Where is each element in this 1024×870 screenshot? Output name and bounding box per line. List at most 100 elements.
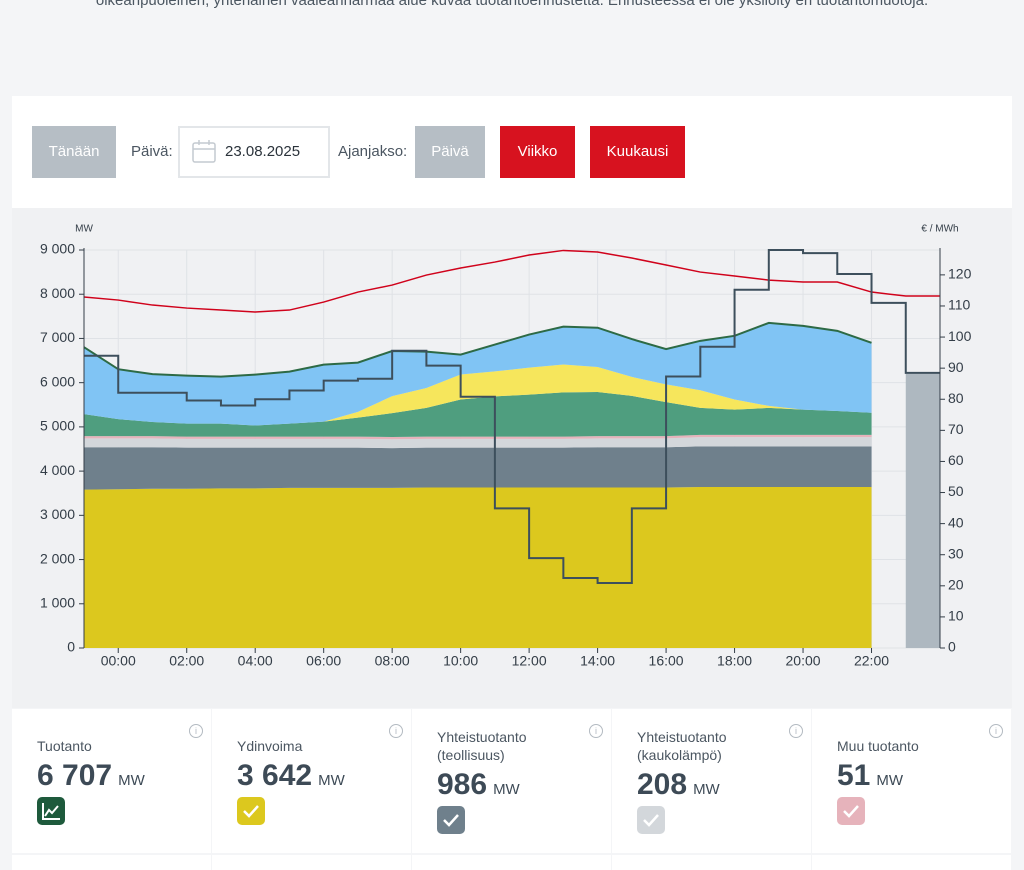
info-icon[interactable]: i: [389, 724, 403, 738]
period-button[interactable]: Viikko: [500, 126, 575, 178]
card-value: 986 MW: [437, 768, 611, 802]
stacked-area: [84, 446, 872, 490]
y2-tick-label: 40: [948, 514, 964, 530]
card-value: 6 707 MW: [37, 759, 211, 793]
card-value: 51 MW: [837, 759, 1011, 793]
period-label: Ajanjakso:: [338, 143, 408, 160]
card-icon[interactable]: [37, 797, 65, 825]
y2-axis-label: € / MWh: [921, 224, 958, 235]
x-tick-label: 20:00: [786, 653, 821, 669]
info-icon[interactable]: i: [589, 724, 603, 738]
card-stub: [212, 855, 411, 870]
x-tick-label: 04:00: [238, 653, 273, 669]
forecast-area: [905, 373, 940, 648]
x-tick-label: 02:00: [169, 653, 204, 669]
y2-tick-label: 60: [948, 452, 964, 468]
chart-icon: [42, 803, 60, 820]
period-button[interactable]: Kuukausi: [590, 126, 685, 178]
y-tick-label: 6 000: [40, 373, 75, 389]
card-icon[interactable]: [437, 806, 465, 834]
info-icon[interactable]: i: [789, 724, 803, 738]
x-tick-label: 10:00: [443, 653, 478, 669]
stat-card: i Tuotanto 6 707 MW: [12, 709, 211, 853]
card-title: Yhteistuotanto (teollisuus): [437, 729, 527, 763]
price-line: [84, 249, 940, 585]
y2-tick-label: 30: [948, 545, 964, 561]
card-value-number: 51: [837, 759, 871, 792]
y2-tick-label: 80: [948, 390, 964, 406]
card-value: 208 MW: [637, 768, 811, 802]
card-stub: [612, 855, 811, 870]
stat-card: i Ydinvoima 3 642 MW: [212, 709, 411, 853]
card-title: Tuotanto: [37, 738, 92, 754]
y-tick-label: 2 000: [40, 550, 75, 566]
y-tick-label: 1 000: [40, 594, 75, 610]
stat-card: i Muu tuotanto 51 MW: [812, 709, 1011, 853]
period-button[interactable]: Päivä: [415, 126, 485, 178]
stacked-area: [84, 364, 872, 426]
card-value-number: 986: [437, 768, 488, 801]
y2-tick-label: 120: [948, 266, 972, 282]
controls-panel: Tänään Päivä: 23.08.2025 Ajanjakso: Päiv…: [12, 96, 1012, 208]
y2-tick-label: 90: [948, 359, 964, 375]
y-tick-label: 4 000: [40, 462, 75, 478]
stacked-area: [84, 434, 872, 440]
card-stub: [12, 855, 211, 870]
date-value: 23.08.2025: [225, 143, 301, 160]
y2-tick-label: 20: [948, 577, 964, 593]
intro-text: oikeanpuoleinen, yhtenäinen vaaleanharma…: [95, 0, 929, 9]
y2-tick-label: 10: [948, 608, 964, 624]
y2-tick-label: 70: [948, 421, 964, 437]
x-tick-label: 14:00: [580, 653, 615, 669]
y-axis-label: MW: [75, 224, 93, 235]
y2-tick-label: 100: [948, 328, 972, 344]
consumption-line: [83, 249, 940, 313]
card-icon[interactable]: [837, 797, 865, 825]
y-tick-label: 3 000: [40, 506, 75, 522]
card-icon[interactable]: [237, 797, 265, 825]
date-label: Päivä:: [131, 143, 173, 160]
card-title: Yhteistuotanto (kaukolämpö): [637, 729, 727, 763]
card-value-number: 208: [637, 768, 688, 801]
card-icon[interactable]: [637, 806, 665, 834]
y-tick-label: 5 000: [40, 418, 75, 434]
card-unit: MW: [693, 781, 720, 798]
card-stub: [812, 855, 1011, 870]
stacked-area: [84, 487, 872, 648]
chart: MW € / MWh 0 1 000 2 000 3 000 4 000 5 000 6 0…: [40, 224, 972, 669]
info-icon[interactable]: i: [989, 724, 1003, 738]
check-icon: [243, 805, 259, 818]
y-tick-label: 7 000: [40, 329, 75, 345]
stat-card: i Yhteistuotanto (kaukolämpö) 208 MW: [612, 709, 811, 853]
x-tick-label: 08:00: [375, 653, 410, 669]
y-tick-label: 8 000: [40, 285, 75, 301]
y2-tick-label: 0: [948, 639, 956, 655]
y-tick-label: 0: [67, 639, 75, 655]
x-tick-label: 06:00: [306, 653, 341, 669]
calendar-icon: [192, 140, 216, 163]
card-value: 3 642 MW: [237, 759, 411, 793]
card-unit: MW: [876, 772, 904, 789]
stacked-area: [84, 437, 872, 449]
x-tick-label: 22:00: [854, 653, 889, 669]
today-button[interactable]: Tänään: [32, 126, 116, 178]
stat-card: i Yhteistuotanto (teollisuus) 986 MW: [412, 709, 611, 853]
x-tick-label: 16:00: [649, 653, 684, 669]
stacked-area: [84, 391, 872, 438]
y2-tick-label: 110: [948, 297, 971, 313]
check-icon: [843, 805, 859, 818]
total-line: [83, 321, 872, 378]
card-value-number: 3 642: [237, 759, 313, 792]
date-input[interactable]: 23.08.2025: [178, 126, 330, 178]
card-unit: MW: [493, 781, 520, 798]
card-unit: MW: [118, 772, 145, 789]
info-icon[interactable]: i: [189, 724, 203, 738]
check-icon: [443, 814, 459, 827]
x-tick-label: 00:00: [101, 653, 136, 669]
card-stub: [412, 855, 611, 870]
check-icon: [643, 814, 659, 827]
card-title: Ydinvoima: [237, 738, 303, 754]
y2-tick-label: 50: [948, 483, 964, 499]
card-value-number: 6 707: [37, 759, 113, 792]
